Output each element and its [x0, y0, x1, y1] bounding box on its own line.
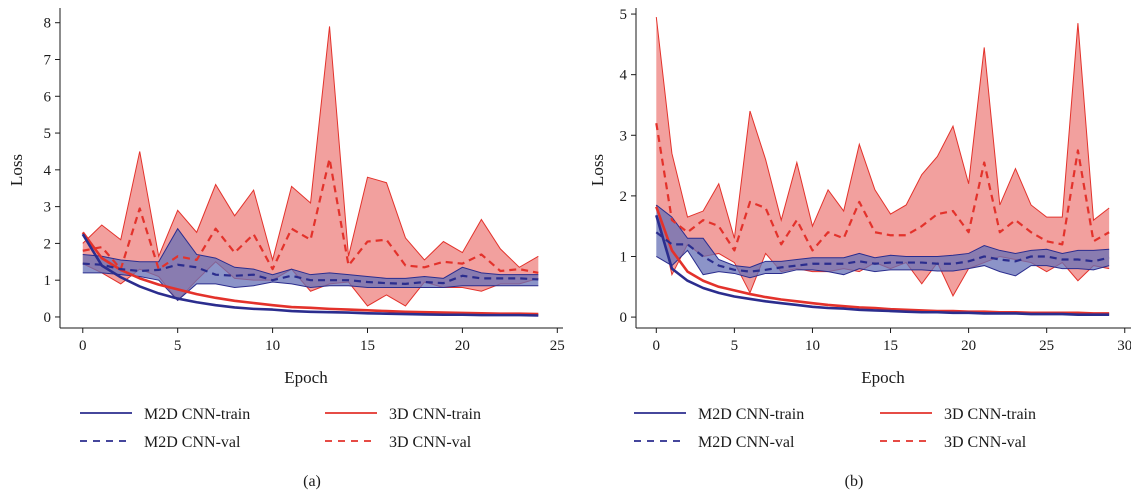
plot-area: 0 5 10 15 20 25 0 1 2 3 4 5 6 7 8: [44, 8, 565, 354]
legend-label-3d-train: 3D CNN-train: [944, 406, 1036, 423]
plot-area: 0 5 10 15 20 25 30 0 1 2 3 4 5: [620, 7, 1131, 354]
y-tick-label: 6: [44, 89, 52, 105]
band-lower-edge-m2d-cnn-val: [656, 249, 1110, 279]
band-upper-edge-m2d-cnn-val: [82, 227, 539, 279]
y-tick-label: 1: [44, 273, 52, 289]
x-axis-title: Epoch: [284, 368, 328, 387]
y-tick-label: 0: [44, 310, 52, 326]
x-tick-label: 5: [731, 338, 739, 354]
series-line-m2d-cnn-val: [82, 262, 539, 285]
series-line-3d-cnn-train: [81, 231, 539, 316]
x-tick-label: 30: [1117, 338, 1131, 354]
band-upper-edge-3d-cnn-val: [82, 26, 539, 268]
series-line-3d-cnn-val: [82, 157, 539, 274]
legend-label-m2d-val: M2D CNN-val: [144, 434, 241, 451]
chart-panel-a: 0 5 10 15 20 25 0 1 2 3 4 5 6 7 8 Loss Epoch M2D CNN-t…: [7, 8, 565, 490]
band-3d-cnn-val: [82, 26, 539, 306]
y-tick-label: 0: [620, 310, 628, 326]
y-axis-title: Loss: [588, 154, 607, 186]
y-axis-title: Loss: [7, 154, 26, 186]
x-tick-label: 25: [1039, 338, 1054, 354]
band-upper-edge-3d-cnn-val: [655, 17, 1110, 239]
y-tick-label: 2: [44, 236, 52, 252]
x-tick-label: 15: [883, 338, 898, 354]
band-lower-edge-m2d-cnn-val: [82, 272, 539, 302]
x-tick-label: 25: [550, 338, 565, 354]
chart-panel-b: 0 5 10 15 20 25 30 0 1 2 3 4 5 Loss Epoch M2D CNN-tr…: [588, 7, 1131, 490]
y-tick-label: 1: [620, 249, 628, 265]
legend: M2D CNN-train 3D CNN-train M2D CNN-val 3…: [80, 406, 481, 451]
x-tick-label: 5: [174, 338, 182, 354]
y-tick-label: 8: [44, 16, 52, 32]
y-tick-label: 3: [44, 200, 52, 216]
x-axis-title: Epoch: [861, 368, 905, 387]
legend-label-3d-val: 3D CNN-val: [389, 434, 472, 451]
y-tick-label: 5: [44, 126, 52, 142]
series-line-m2d-cnn-train: [655, 214, 1110, 316]
band-upper-edge-m2d-cnn-val: [655, 204, 1110, 268]
x-tick-label: 15: [360, 338, 375, 354]
band-3d-cnn-val: [656, 17, 1110, 296]
y-tick-label: 4: [44, 163, 52, 179]
legend: M2D CNN-train 3D CNN-train M2D CNN-val 3…: [634, 406, 1036, 451]
y-tick-label: 5: [620, 7, 628, 23]
y-tick-label: 2: [620, 189, 628, 205]
legend-label-3d-val: 3D CNN-val: [944, 434, 1027, 451]
x-tick-label: 20: [961, 338, 976, 354]
x-tick-label: 0: [79, 338, 87, 354]
panel-label: (b): [845, 473, 864, 490]
y-tick-label: 7: [44, 52, 52, 68]
band-m2d-cnn-val: [82, 228, 539, 301]
panel-label: (a): [303, 473, 321, 490]
x-tick-label: 0: [653, 338, 661, 354]
series-line-m2d-cnn-train: [81, 233, 539, 317]
series-line-m2d-cnn-val: [655, 231, 1110, 273]
x-tick-label: 10: [265, 338, 280, 354]
legend-label-m2d-train: M2D CNN-train: [698, 406, 804, 423]
x-tick-label: 10: [805, 338, 820, 354]
y-tick-label: 3: [620, 128, 628, 144]
legend-label-m2d-train: M2D CNN-train: [144, 406, 250, 423]
legend-label-m2d-val: M2D CNN-val: [698, 434, 795, 451]
legend-label-3d-train: 3D CNN-train: [389, 406, 481, 423]
y-tick-label: 4: [620, 68, 628, 84]
x-tick-label: 20: [455, 338, 470, 354]
